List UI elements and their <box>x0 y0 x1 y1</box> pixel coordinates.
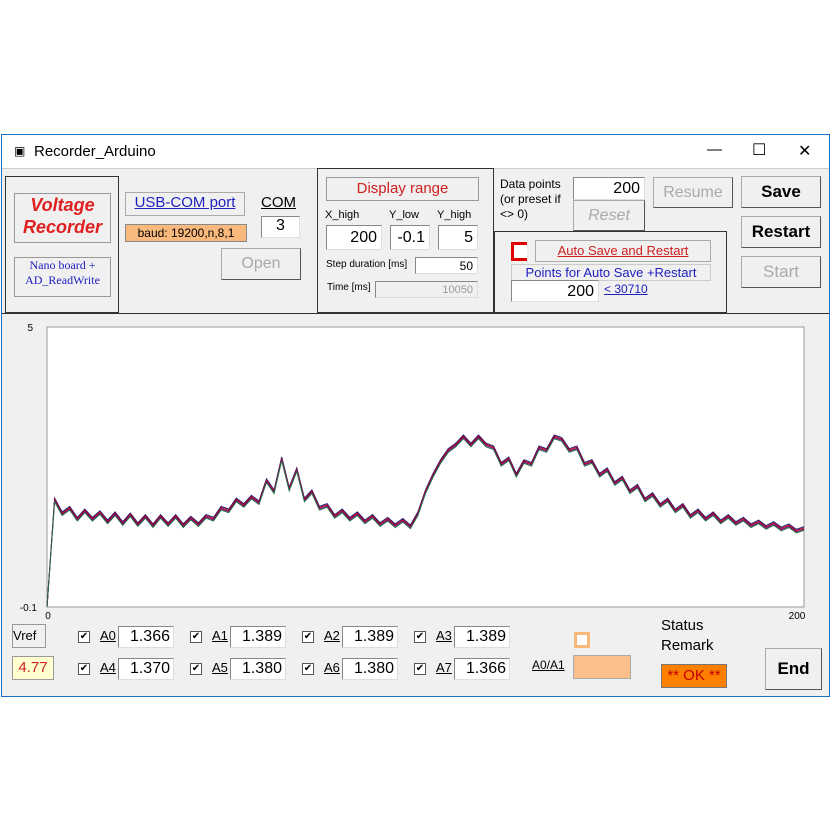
vref-label: Vref <box>12 624 46 648</box>
app-logo-title: Voltage Recorder <box>14 193 111 243</box>
status-badge: ** OK ** <box>661 664 727 688</box>
reset-button[interactable]: Reset <box>573 200 645 231</box>
channel-label: A5 <box>212 660 228 675</box>
y-low-input[interactable]: -0.1 <box>390 225 430 250</box>
y-high-label: Y_high <box>437 209 472 221</box>
plot-area <box>46 326 805 608</box>
brand-panel: Voltage Recorder Nano board + AD_ReadWri… <box>5 176 119 313</box>
vref-value: 4.77 <box>12 656 54 680</box>
step-duration-label: Step duration [ms] <box>326 259 408 270</box>
data-points-label: Data points (or preset if <> 0) <box>500 177 561 221</box>
channel-checkbox[interactable]: ✔ <box>302 663 314 675</box>
channel-value: 1.389 <box>230 626 286 648</box>
channel-checkbox[interactable]: ✔ <box>190 663 202 675</box>
voltage-chart: 5 -0.1 0 200 <box>20 323 806 622</box>
com-label: COM <box>261 194 296 211</box>
channel-value: 1.389 <box>454 626 510 648</box>
display-range-panel: Display range X_high Y_low Y_high 200 -0… <box>317 168 494 313</box>
series-line <box>46 436 805 608</box>
save-button[interactable]: Save <box>741 176 821 208</box>
channel-label: A2 <box>324 628 340 643</box>
series-line <box>46 434 805 608</box>
end-button[interactable]: End <box>765 648 822 690</box>
app-window: ▣ Recorder_Arduino — ☐ ✕ Voltage Recorde… <box>1 134 830 697</box>
x-high-label: X_high <box>325 209 360 221</box>
start-button[interactable]: Start <box>741 256 821 288</box>
title-bar: ▣ Recorder_Arduino — ☐ ✕ <box>2 135 829 169</box>
y-high-input[interactable]: 5 <box>438 225 478 250</box>
app-icon: ▣ <box>14 144 26 158</box>
open-button[interactable]: Open <box>221 248 301 280</box>
channel-label: A3 <box>436 628 452 643</box>
points-auto-save-label: Points for Auto Save +Restart <box>511 264 711 281</box>
channel-value: 1.370 <box>118 658 174 680</box>
y-tick-label: 5 <box>27 323 33 334</box>
board-info: Nano board + AD_ReadWrite <box>14 257 111 297</box>
restart-button[interactable]: Restart <box>741 216 821 248</box>
channel-checkbox[interactable]: ✔ <box>414 631 426 643</box>
display-range-title: Display range <box>326 177 479 201</box>
status-label: Status Remark <box>661 617 714 654</box>
channel-label: A7 <box>436 660 452 675</box>
auto-save-restart-link[interactable]: Auto Save and Restart <box>535 240 711 262</box>
window-title: Recorder_Arduino <box>34 143 156 160</box>
series-line <box>46 435 805 608</box>
channel-label: A0 <box>100 628 116 643</box>
auto-save-checkbox[interactable] <box>511 242 527 261</box>
auto-save-panel: Auto Save and Restart Points for Auto Sa… <box>494 231 727 313</box>
ratio-checkbox[interactable] <box>574 632 590 648</box>
resume-button[interactable]: Resume <box>653 177 733 208</box>
maximize-button[interactable]: ☐ <box>752 142 767 159</box>
channel-value: 1.366 <box>118 626 174 648</box>
y-low-label: Y_low <box>389 209 419 221</box>
channel-checkbox[interactable]: ✔ <box>190 631 202 643</box>
channel-value: 1.380 <box>230 658 286 680</box>
channel-value: 1.380 <box>342 658 398 680</box>
ratio-label: A0/A1 <box>532 658 565 672</box>
x-tick-label: 0 <box>45 611 51 622</box>
com-input[interactable]: 3 <box>261 216 300 238</box>
channel-label: A4 <box>100 660 116 675</box>
y-tick-label: -0.1 <box>20 603 38 614</box>
points-auto-save-input[interactable]: 200 <box>511 280 599 302</box>
ratio-value <box>573 655 631 679</box>
channel-checkbox[interactable]: ✔ <box>78 663 90 675</box>
channel-checkbox[interactable]: ✔ <box>302 631 314 643</box>
channel-label: A6 <box>324 660 340 675</box>
channel-label: A1 <box>212 628 228 643</box>
baud-label: baud: 19200,n,8,1 <box>125 224 247 242</box>
x-tick-label: 200 <box>789 611 806 622</box>
close-button[interactable]: ✕ <box>798 143 812 160</box>
divider <box>2 313 829 314</box>
channel-checkbox[interactable]: ✔ <box>414 663 426 675</box>
usb-com-port-link[interactable]: USB-COM port <box>125 192 245 216</box>
channel-value: 1.366 <box>454 658 510 680</box>
step-duration-input[interactable]: 50 <box>415 257 478 274</box>
time-label: Time [ms] <box>327 282 371 293</box>
channel-value: 1.389 <box>342 626 398 648</box>
data-points-input[interactable]: 200 <box>573 177 645 200</box>
time-display: 10050 <box>375 281 478 298</box>
series-line <box>46 437 805 608</box>
max-points-link[interactable]: < 30710 <box>604 282 648 296</box>
channel-checkbox[interactable]: ✔ <box>78 631 90 643</box>
x-high-input[interactable]: 200 <box>326 225 382 250</box>
minimize-button[interactable]: — <box>707 141 722 158</box>
